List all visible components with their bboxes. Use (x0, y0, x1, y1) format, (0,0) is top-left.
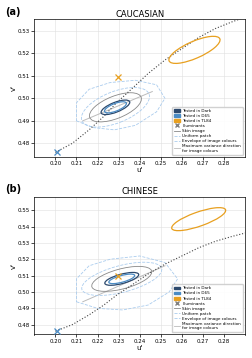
Y-axis label: v': v' (11, 85, 16, 91)
Title: CAUCASIAN: CAUCASIAN (115, 10, 164, 19)
Text: (a): (a) (5, 7, 20, 17)
Text: (b): (b) (5, 184, 21, 194)
Legend: Tested in Dark, Tested in D65, Tested in TL84, Illuminants, Skin image, Uniform : Tested in Dark, Tested in D65, Tested in… (172, 284, 243, 333)
X-axis label: u': u' (137, 168, 143, 173)
Legend: Tested in Dark, Tested in D65, Tested in TL84, Illuminants, Skin image, Uniform : Tested in Dark, Tested in D65, Tested in… (172, 107, 243, 155)
X-axis label: u': u' (137, 345, 143, 351)
Y-axis label: v': v' (11, 263, 16, 269)
Title: CHINESE: CHINESE (121, 187, 158, 196)
